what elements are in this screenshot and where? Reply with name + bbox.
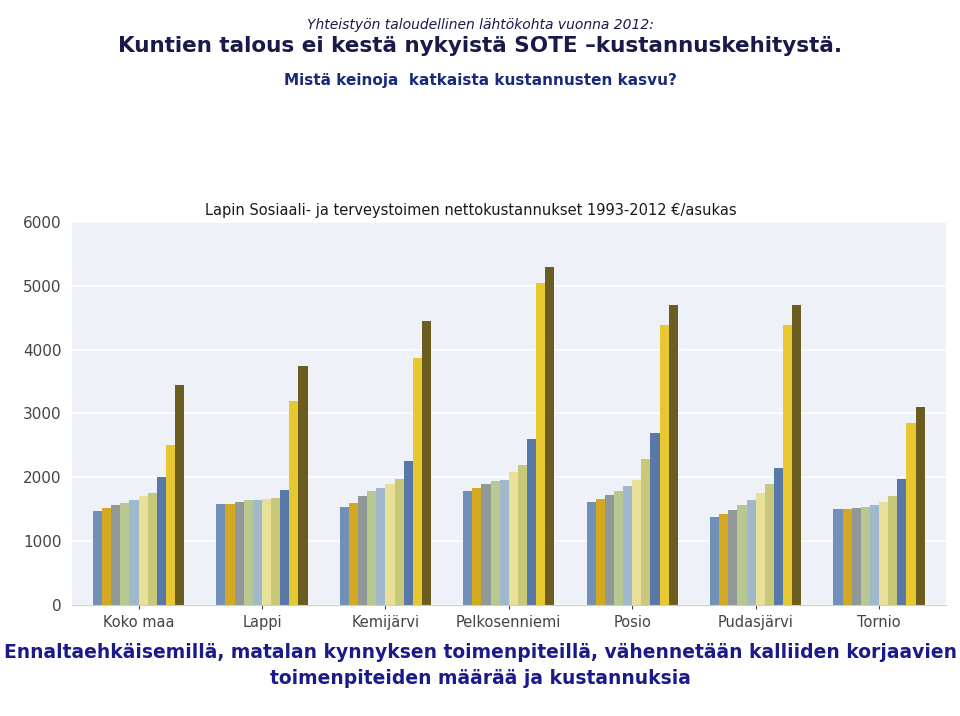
Bar [472, 488, 481, 605]
Bar [491, 480, 499, 605]
Bar [244, 500, 252, 605]
Bar [669, 305, 678, 605]
Bar [729, 510, 737, 605]
Bar [710, 517, 719, 605]
Bar [852, 508, 861, 605]
Bar [166, 445, 175, 605]
Bar [774, 468, 783, 605]
Bar [376, 488, 385, 605]
Bar [138, 496, 148, 605]
Bar [93, 511, 102, 605]
Bar [633, 480, 641, 605]
Text: Mistä keinoja  katkaista kustannusten kasvu?: Mistä keinoja katkaista kustannusten kas… [283, 73, 677, 88]
Bar [385, 484, 395, 605]
Bar [888, 496, 898, 605]
Bar [499, 480, 509, 605]
Bar [870, 505, 879, 605]
Bar [737, 505, 747, 605]
Bar [906, 423, 916, 605]
Bar [747, 500, 756, 605]
Bar [413, 358, 421, 605]
Bar [843, 508, 852, 605]
Bar [367, 491, 376, 605]
Bar [102, 508, 111, 605]
Bar [463, 491, 472, 605]
Bar [289, 401, 299, 605]
Text: Yhteistyön taloudellinen lähtökohta vuonna 2012:: Yhteistyön taloudellinen lähtökohta vuon… [306, 18, 654, 32]
Bar [216, 504, 226, 605]
Bar [596, 499, 605, 605]
Text: Lapin Sosiaali- ja terveystoimen nettokustannukset 1993-2012 €/asukas: Lapin Sosiaali- ja terveystoimen nettoku… [204, 203, 736, 218]
Bar [518, 465, 527, 605]
Bar [623, 486, 633, 605]
Bar [898, 478, 906, 605]
Text: Kuntien talous ei kestä nykyistä SOTE –kustannuskehitystä.: Kuntien talous ei kestä nykyistä SOTE –k… [118, 36, 842, 56]
Bar [156, 478, 166, 605]
Bar [395, 478, 403, 605]
Bar [481, 484, 491, 605]
Text: Ennaltaehkäisemillä, matalan kynnyksen toimenpiteillä, vähennetään kalliiden kor: Ennaltaehkäisemillä, matalan kynnyksen t… [4, 643, 956, 689]
Bar [765, 484, 774, 605]
Bar [783, 325, 792, 605]
Bar [587, 502, 596, 605]
Bar [234, 502, 244, 605]
Bar [527, 439, 537, 605]
Bar [120, 503, 130, 605]
Bar [175, 384, 184, 605]
Bar [879, 502, 888, 605]
Bar [545, 266, 555, 605]
Bar [130, 500, 138, 605]
Bar [226, 503, 234, 605]
Bar [614, 491, 623, 605]
Bar [833, 509, 843, 605]
Bar [537, 283, 545, 605]
Bar [605, 495, 614, 605]
Bar [358, 496, 367, 605]
Bar [280, 490, 289, 605]
Bar [421, 321, 431, 605]
Bar [792, 305, 802, 605]
Bar [756, 493, 765, 605]
Bar [252, 500, 262, 605]
Bar [111, 505, 120, 605]
Bar [719, 514, 729, 605]
Bar [271, 498, 280, 605]
Bar [403, 461, 413, 605]
Bar [916, 407, 924, 605]
Bar [509, 473, 518, 605]
Bar [262, 499, 271, 605]
Bar [651, 432, 660, 605]
Bar [148, 493, 156, 605]
Bar [660, 325, 669, 605]
Bar [861, 507, 870, 605]
Bar [641, 460, 651, 605]
Bar [348, 503, 358, 605]
Bar [340, 507, 348, 605]
Bar [299, 366, 307, 605]
